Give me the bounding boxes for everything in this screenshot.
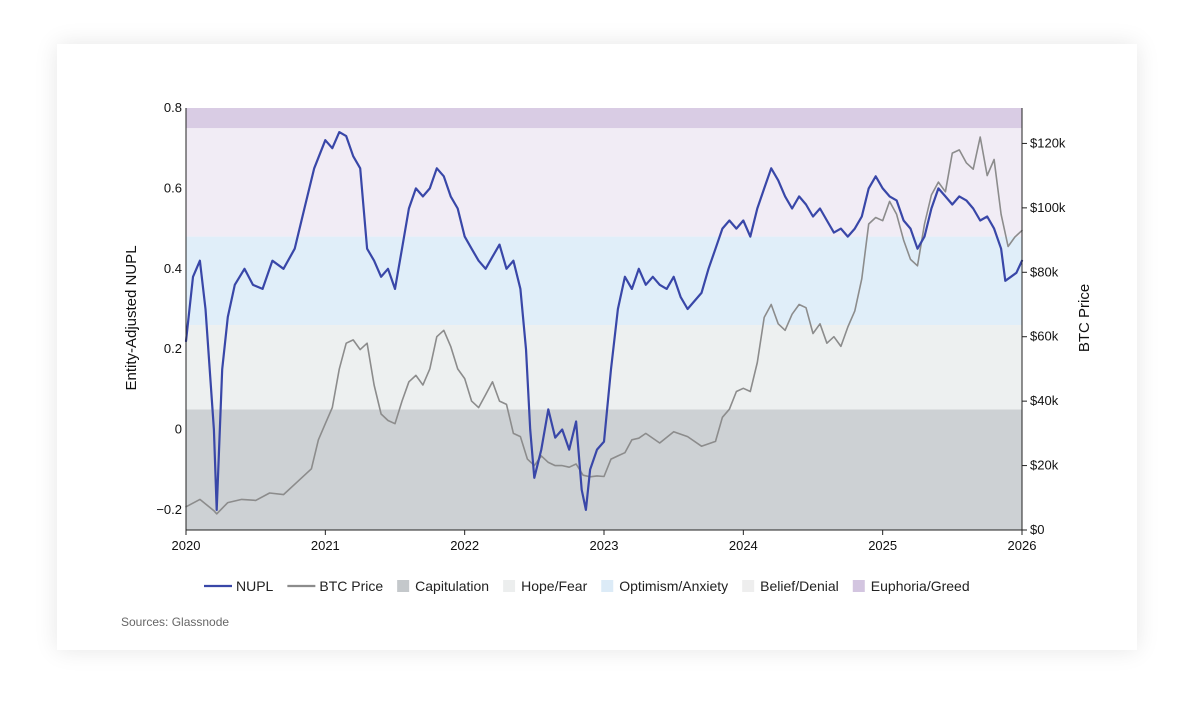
y-right-tick-label: $100k: [1030, 200, 1066, 215]
zone-hope-fear: [186, 325, 1022, 410]
source-note: Sources: Glassnode: [121, 615, 229, 629]
series-layer: [184, 131, 1024, 515]
series-line-nupl: [184, 131, 1024, 511]
x-tick-label: 2025: [868, 538, 897, 553]
legend-swatch: [601, 580, 614, 592]
y-right-axis-title: BTC Price: [1076, 284, 1093, 352]
legend-swatch: [852, 580, 865, 592]
y-left-tick-label: 0.2: [164, 341, 182, 356]
legend-swatch: [397, 580, 410, 592]
zone-euphoria-greed: [186, 108, 1022, 129]
legend-swatch: [503, 580, 516, 592]
legend-label: Capitulation: [415, 578, 489, 594]
legend-label: BTC Price: [319, 578, 383, 594]
legend-item-nupl: NUPL: [204, 578, 274, 594]
y-right-tick-label: $80k: [1030, 264, 1059, 279]
legend-item-belief-denial: Belief/Denial: [742, 578, 839, 594]
y-left-tick-label: −0.2: [156, 502, 182, 517]
zone-optimism-anxiety: [186, 236, 1022, 326]
y-right-tick-label: $60k: [1030, 329, 1059, 344]
y-right-tick-label: $20k: [1030, 458, 1059, 473]
legend-label: Hope/Fear: [521, 578, 587, 594]
legend-label: Belief/Denial: [760, 578, 839, 594]
y-right-tick-label: $120k: [1030, 135, 1066, 150]
zone-capitulation: [186, 409, 1022, 530]
legend-label: Euphoria/Greed: [871, 578, 970, 594]
legend: NUPL BTC Price Capitulation Hope/Fear Optimi…: [204, 578, 970, 594]
legend-item-optimism-anxiety: Optimism/Anxiety: [601, 578, 728, 594]
x-tick-label: 2023: [590, 538, 619, 553]
x-tick-label: 2020: [172, 538, 201, 553]
y-left-tick-label: 0.4: [164, 261, 182, 276]
x-axis: 2020 2021 2022 2023 2024 2025 2026: [172, 530, 1037, 553]
legend-item-btc-price: BTC Price: [287, 578, 383, 594]
legend-swatch: [742, 580, 755, 592]
x-tick-label: 2024: [729, 538, 758, 553]
legend-label: Optimism/Anxiety: [619, 578, 728, 594]
x-tick-label: 2021: [311, 538, 340, 553]
legend-item-capitulation: Capitulation: [397, 578, 489, 594]
x-tick-label: 2026: [1008, 538, 1037, 553]
y-left-tick-label: 0.6: [164, 180, 182, 195]
y-right-tick-label: $40k: [1030, 393, 1059, 408]
y-left-tick-label: 0: [175, 422, 182, 437]
legend-label: NUPL: [236, 578, 274, 594]
y-right-tick-label: $0: [1030, 522, 1044, 537]
series-line-btc-price: [185, 136, 1023, 515]
zone-bands: [186, 108, 1022, 530]
legend-item-euphoria-greed: Euphoria/Greed: [852, 578, 970, 594]
y-left-axis-title: Entity-Adjusted NUPL: [123, 245, 140, 390]
legend-item-hope-fear: Hope/Fear: [503, 578, 588, 594]
y-right-axis: $120k $100k $80k $60k $40k $20k $0: [1022, 135, 1066, 537]
y-left-tick-label: 0.8: [164, 100, 182, 115]
y-left-axis: 0.8 0.6 0.4 0.2 0 −0.2: [156, 100, 182, 517]
x-tick-label: 2022: [450, 538, 479, 553]
